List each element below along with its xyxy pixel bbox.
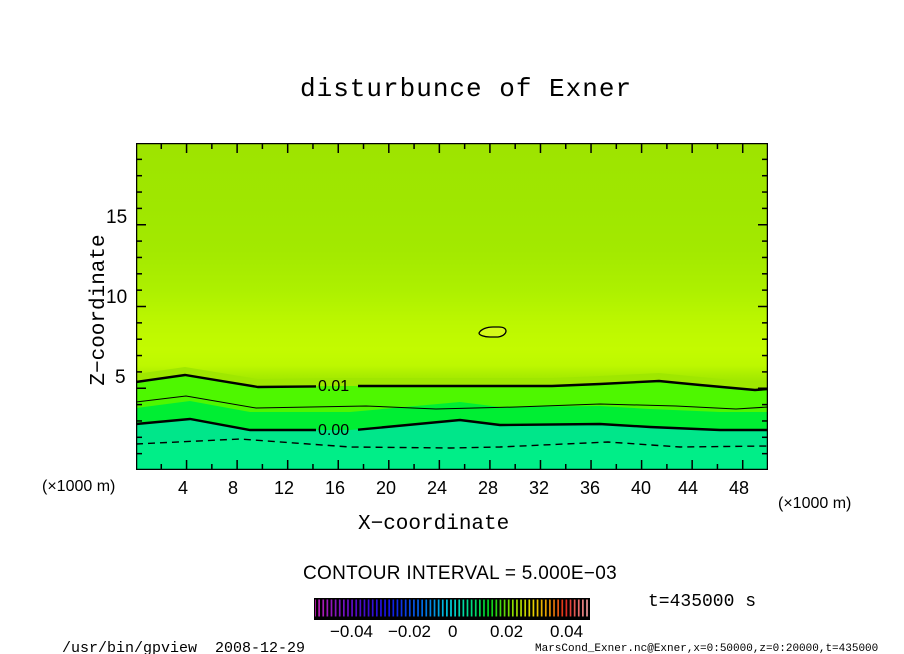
svg-text:0.01: 0.01 — [318, 378, 349, 395]
svg-text:0.00: 0.00 — [318, 422, 349, 439]
